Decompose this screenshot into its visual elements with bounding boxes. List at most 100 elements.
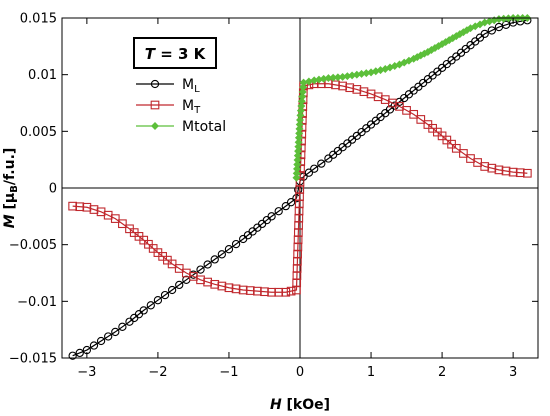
y-axis-unit: [μ bbox=[2, 193, 18, 215]
y-tick-label: 0 bbox=[49, 182, 57, 197]
series-marker bbox=[299, 83, 308, 92]
series-marker bbox=[409, 109, 419, 119]
series-marker bbox=[292, 169, 301, 178]
x-tick-label: 0 bbox=[296, 365, 304, 380]
series-marker bbox=[167, 259, 177, 269]
y-axis-label: M [μB/f.u.] bbox=[2, 148, 20, 229]
legend-label: Mtotal bbox=[182, 119, 226, 135]
y-tick-label: −0.005 bbox=[9, 238, 57, 253]
series-line bbox=[72, 83, 528, 293]
series-marker bbox=[295, 129, 304, 138]
series-marker bbox=[459, 149, 468, 158]
series-marker bbox=[294, 147, 303, 156]
series-layer bbox=[68, 14, 532, 360]
series-marker bbox=[89, 341, 99, 350]
temperature-box bbox=[133, 37, 217, 69]
x-tick-label: −2 bbox=[148, 365, 167, 380]
series-marker bbox=[104, 332, 113, 341]
series-marker bbox=[294, 142, 303, 151]
y-axis-unit-sub: B bbox=[9, 185, 20, 193]
temperature-label: T = 3 K bbox=[145, 45, 207, 63]
legend-label: ML bbox=[182, 77, 200, 95]
y-tick-label: −0.015 bbox=[9, 352, 57, 367]
legend-marker bbox=[151, 122, 159, 130]
legend-item: MT bbox=[136, 98, 201, 116]
y-tick-label: −0.01 bbox=[17, 295, 57, 310]
series-marker bbox=[96, 336, 106, 346]
series-marker bbox=[217, 250, 227, 259]
x-axis-unit: [kOe] bbox=[282, 397, 330, 413]
y-tick-label: 0.005 bbox=[20, 125, 57, 140]
x-tick-label: 1 bbox=[367, 365, 375, 380]
series-marker bbox=[293, 156, 302, 164]
series-marker bbox=[146, 301, 155, 310]
series-marker bbox=[416, 115, 426, 124]
legend-marker bbox=[150, 79, 160, 89]
series-marker bbox=[295, 120, 304, 129]
series-marker bbox=[487, 26, 496, 35]
series-marker bbox=[501, 20, 511, 29]
series-marker bbox=[480, 29, 489, 39]
series-marker bbox=[294, 133, 303, 142]
series-marker bbox=[175, 280, 184, 290]
series-marker bbox=[267, 212, 276, 221]
series-marker bbox=[196, 265, 205, 274]
series-marker bbox=[68, 351, 77, 360]
series-marker bbox=[281, 201, 290, 211]
series-marker bbox=[111, 327, 120, 337]
series-marker bbox=[310, 164, 319, 173]
x-axis-symbol: H bbox=[270, 397, 282, 413]
legend-label: MT bbox=[182, 98, 201, 116]
series-marker bbox=[294, 138, 303, 147]
series-marker bbox=[203, 260, 212, 269]
series-marker bbox=[295, 124, 304, 133]
x-axis-label: H [kOe] bbox=[270, 397, 330, 413]
series-marker bbox=[297, 97, 306, 106]
series-marker bbox=[160, 290, 170, 300]
x-tick-label: −3 bbox=[77, 365, 96, 380]
series-marker bbox=[174, 264, 184, 273]
series-marker bbox=[224, 245, 234, 254]
series-marker bbox=[274, 207, 283, 216]
x-tick-label: −1 bbox=[219, 365, 238, 380]
series-marker bbox=[118, 322, 127, 331]
series-marker bbox=[296, 116, 304, 124]
legend-item: ML bbox=[136, 77, 200, 95]
y-axis-unit-end: /f.u.] bbox=[2, 148, 18, 185]
series-marker bbox=[75, 348, 84, 358]
series-marker bbox=[139, 306, 148, 315]
series-marker bbox=[295, 177, 305, 187]
y-tick-label: 0.01 bbox=[28, 68, 57, 83]
series-marker bbox=[231, 239, 241, 249]
series-marker bbox=[451, 143, 461, 153]
y-tick-label: 0.015 bbox=[20, 12, 57, 27]
temperature-symbol: T bbox=[145, 45, 157, 63]
series-marker bbox=[298, 92, 307, 101]
y-axis-symbol: M bbox=[2, 214, 18, 228]
series-marker bbox=[298, 87, 307, 96]
series-marker bbox=[317, 159, 326, 168]
series-marker bbox=[110, 214, 120, 223]
series-marker bbox=[304, 168, 314, 177]
series-marker bbox=[167, 285, 177, 295]
x-tick-label: 2 bbox=[438, 365, 446, 380]
series-marker bbox=[210, 255, 219, 264]
series-marker bbox=[118, 219, 127, 229]
legend: ML MT Mtotal bbox=[136, 77, 226, 135]
series-marker bbox=[296, 111, 305, 120]
series-marker bbox=[286, 198, 296, 207]
series-marker bbox=[286, 286, 296, 296]
legend-marker bbox=[150, 100, 160, 110]
series-marker bbox=[494, 22, 504, 32]
temperature-value: = 3 K bbox=[155, 45, 207, 63]
legend-item: Mtotal bbox=[136, 119, 226, 135]
series-marker bbox=[292, 173, 301, 182]
series-marker bbox=[153, 296, 163, 305]
series-marker bbox=[293, 151, 302, 160]
series-marker bbox=[293, 160, 302, 169]
series-marker bbox=[297, 101, 306, 110]
series-marker bbox=[293, 164, 301, 173]
ticks: −3 −2 −1 0 1 2 3 −0.015 −0.01 −0.005 0 0.005 0.01 0.0… bbox=[9, 12, 538, 380]
series-marker bbox=[296, 106, 305, 115]
